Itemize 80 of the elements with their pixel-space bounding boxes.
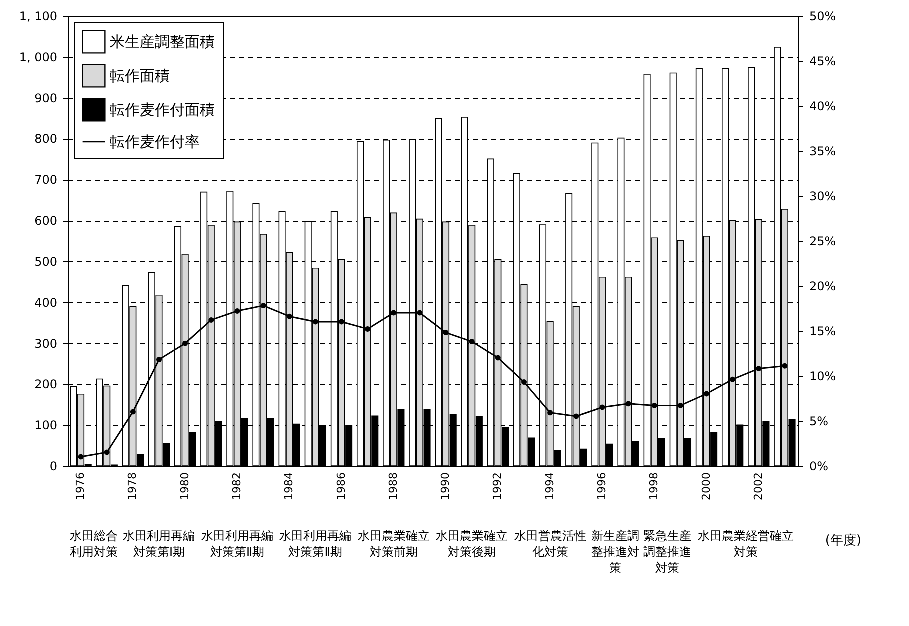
text: 水田農業経営確立対策: [696, 528, 795, 560]
x-tick-label: 1988: [386, 472, 400, 500]
text: 緊急生産調整推進対策: [644, 528, 692, 576]
text: 水田利用再編対策第Ⅰ期: [122, 528, 196, 560]
text: 水田総合利用対策: [70, 528, 118, 560]
legend-label: 米生産調整面積: [110, 33, 215, 51]
y2-tick-label: 15%: [810, 324, 836, 338]
x-tick-label: 1984: [282, 472, 296, 500]
point: [443, 330, 449, 336]
point: [417, 310, 423, 316]
y-tick-label: 900: [34, 91, 58, 106]
x-tick-label: 1978: [126, 472, 140, 500]
y-tick-label: 500: [34, 254, 58, 269]
y-tick-label: 300: [34, 336, 58, 351]
x-tick-label: 1976: [74, 472, 88, 500]
point: [678, 402, 684, 408]
text: 水田利用再編対策第Ⅱ期: [278, 528, 353, 560]
point: [391, 310, 397, 316]
y-tick-label: 100: [34, 418, 58, 433]
text: 新生産調整推進対策: [591, 528, 640, 576]
point: [182, 340, 188, 346]
y-tick-label: 1, 100: [19, 10, 58, 24]
point: [626, 401, 632, 407]
y2-tick-label: 0%: [810, 460, 829, 474]
text: 水田農業確立対策前期: [356, 528, 431, 560]
y2-tick-label: 25%: [810, 234, 836, 248]
x-tick-label: 1986: [334, 472, 348, 500]
point: [156, 357, 162, 363]
legend-label: 転作麦作付率: [110, 133, 200, 151]
text: 水田農業確立対策後期: [435, 528, 510, 560]
x-tick-label: 2000: [700, 472, 713, 500]
legend-label: 転作麦作付面積: [110, 101, 215, 119]
point: [704, 391, 710, 397]
point: [104, 450, 110, 456]
y2-tick-label: 20%: [810, 280, 836, 294]
point: [208, 317, 214, 323]
point: [234, 308, 240, 314]
y-tick-label: 1, 000: [19, 50, 58, 64]
x-tick-label: 1990: [439, 472, 452, 500]
y2-tick-label: 45%: [810, 54, 836, 68]
y2-tick-label: 50%: [810, 10, 836, 24]
x-tick-label: 1982: [230, 472, 244, 500]
y2-tick-label: 30%: [810, 190, 836, 204]
point: [78, 454, 84, 460]
x-tick-label: 1996: [595, 472, 608, 500]
point: [782, 363, 788, 369]
point: [339, 319, 344, 325]
x-tick-label: 1994: [543, 472, 556, 500]
x-tick-label: 1980: [178, 472, 192, 500]
point: [574, 414, 580, 420]
point: [495, 355, 501, 361]
y-tick-label: 800: [34, 132, 58, 146]
y2-tick-label: 35%: [810, 144, 836, 158]
legend-label: 転作面積: [110, 67, 170, 85]
x-tick-label: 2002: [752, 472, 765, 500]
point: [652, 402, 658, 408]
point: [286, 314, 292, 320]
point: [312, 319, 318, 325]
text: 水田営農活性化対策: [513, 528, 588, 560]
point: [260, 303, 266, 309]
y2-tick-label: 10%: [810, 370, 836, 384]
point: [130, 409, 136, 415]
y-tick-label: 200: [34, 378, 58, 392]
point: [365, 326, 371, 332]
y-tick-label: 700: [34, 173, 58, 188]
x-tick-label: 1992: [491, 472, 504, 500]
x-axis-title: (年度): [825, 532, 862, 548]
point: [548, 410, 554, 416]
point: [522, 380, 527, 386]
y-tick-label: 400: [34, 296, 58, 310]
y-tick-label: 0: [50, 460, 58, 474]
y-tick-label: 600: [34, 214, 58, 228]
y2-tick-label: 5%: [810, 414, 829, 428]
text: 水田利用再編対策第Ⅱ期: [200, 528, 274, 560]
point: [756, 366, 762, 372]
point: [469, 339, 475, 345]
y2-tick-label: 40%: [810, 100, 836, 114]
point: [600, 404, 606, 410]
point: [730, 376, 736, 382]
x-tick-label: 1998: [648, 472, 661, 500]
